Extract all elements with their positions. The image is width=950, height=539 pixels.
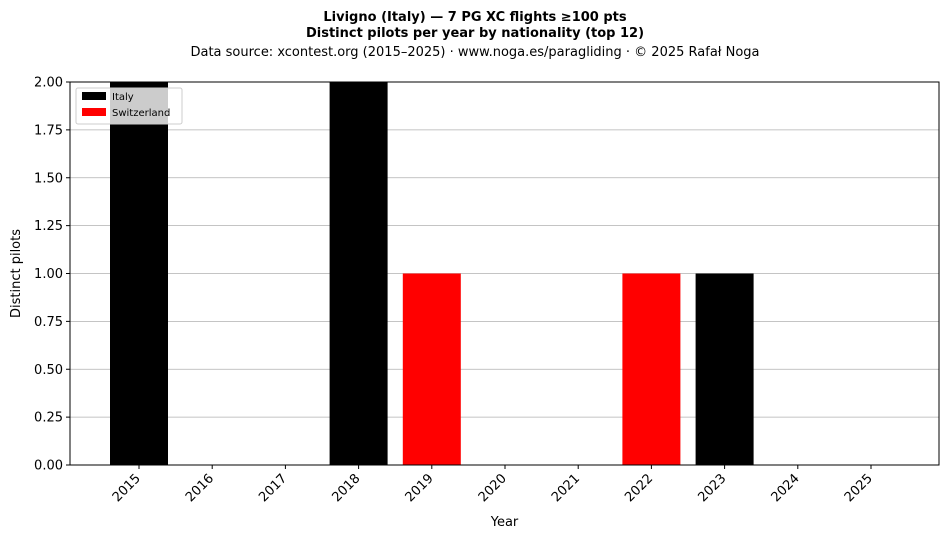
bar-italy-2023: [695, 273, 754, 465]
x-axis-label: Year: [490, 515, 519, 530]
y-tick-label: 1.50: [34, 171, 63, 186]
y-axis: 0.00 0.25 0.50 0.75 1.00 1.25 1.50 1.75 2.00: [34, 76, 70, 474]
y-tick-label: 0.00: [34, 459, 63, 474]
grid-lines: [70, 129, 939, 418]
legend: Italy Switzerland: [75, 87, 183, 125]
bar-italy-2018: [329, 82, 388, 465]
y-tick-label: 1.75: [34, 123, 63, 138]
chart-subtitle: Distinct pilots per year by nationality …: [306, 26, 644, 41]
bars: [110, 82, 754, 465]
y-tick-label: 0.50: [34, 363, 63, 378]
bar-italy-2015: [110, 82, 168, 465]
legend-label-switzerland: Switzerland: [112, 108, 170, 119]
legend-swatch-switzerland: [82, 108, 106, 116]
y-tick-label: 1.00: [34, 267, 63, 282]
bar-switzerland-2019: [402, 273, 461, 465]
bar-switzerland-2022: [622, 273, 681, 465]
y-axis-label: Distinct pilots: [9, 229, 24, 318]
y-tick-label: 2.00: [34, 76, 63, 91]
y-tick-label: 0.75: [34, 315, 63, 330]
y-tick-label: 1.25: [34, 219, 63, 234]
legend-label-italy: Italy: [112, 92, 134, 103]
chart-source-line: Data source: xcontest.org (2015–2025) · …: [190, 45, 759, 60]
legend-swatch-italy: [82, 92, 106, 100]
chart-title: Livigno (Italy) — 7 PG XC flights ≥100 p…: [323, 10, 627, 25]
y-tick-label: 0.25: [34, 411, 63, 426]
